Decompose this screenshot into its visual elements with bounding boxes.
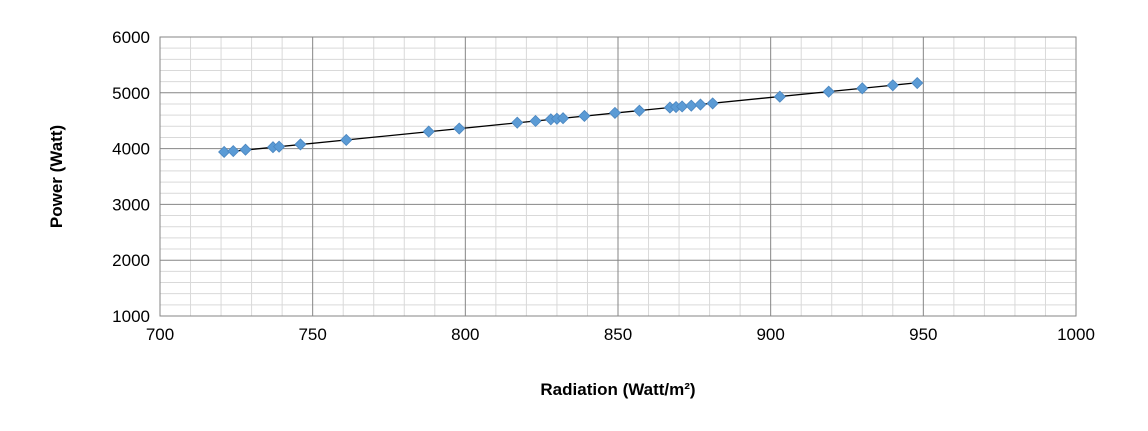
data-point <box>340 133 353 147</box>
data-point <box>608 106 622 119</box>
data-point <box>856 82 869 95</box>
data-point <box>578 109 591 123</box>
data-point <box>556 112 570 125</box>
x-tick-label: 800 <box>451 325 479 344</box>
data-point <box>706 97 719 110</box>
data-point <box>239 143 252 156</box>
trendline <box>221 82 918 154</box>
y-tick-label: 3000 <box>112 195 150 214</box>
data-point <box>773 90 786 103</box>
x-tick-label: 700 <box>146 325 174 344</box>
data-point <box>676 100 689 113</box>
y-tick-label: 2000 <box>112 251 150 270</box>
data-point <box>529 114 542 128</box>
x-tick-label: 850 <box>604 325 632 344</box>
y-tick-label: 4000 <box>112 140 150 159</box>
x-axis-title: Radiation (Watt/m²) <box>540 380 695 399</box>
data-point <box>453 122 466 135</box>
y-axis-title: Power (Watt) <box>47 125 66 228</box>
data-point <box>227 145 240 158</box>
y-tick-label: 5000 <box>112 84 150 103</box>
x-tick-label: 1000 <box>1057 325 1095 344</box>
data-point <box>218 145 231 159</box>
data-point <box>886 79 899 92</box>
data-point <box>422 125 435 138</box>
x-tick-label: 900 <box>756 325 784 344</box>
major-gridlines <box>159 36 1077 317</box>
data-points <box>218 76 924 159</box>
data-point <box>273 140 286 153</box>
data-point <box>685 99 698 112</box>
y-tick-label: 6000 <box>112 28 150 47</box>
data-point <box>822 85 835 98</box>
y-axis-tick-labels: 1000 2000 3000 4000 5000 6000 <box>112 28 150 326</box>
data-point <box>633 104 646 117</box>
y-tick-label: 1000 <box>112 307 150 326</box>
x-tick-label: 950 <box>909 325 937 344</box>
data-point <box>511 116 524 129</box>
data-point <box>294 138 307 151</box>
data-point <box>911 76 924 90</box>
x-tick-label: 750 <box>298 325 326 344</box>
data-point <box>694 98 707 111</box>
plot-area-border <box>159 36 1077 317</box>
x-axis-tick-labels: 700 750 800 850 900 950 1000 <box>146 325 1095 344</box>
